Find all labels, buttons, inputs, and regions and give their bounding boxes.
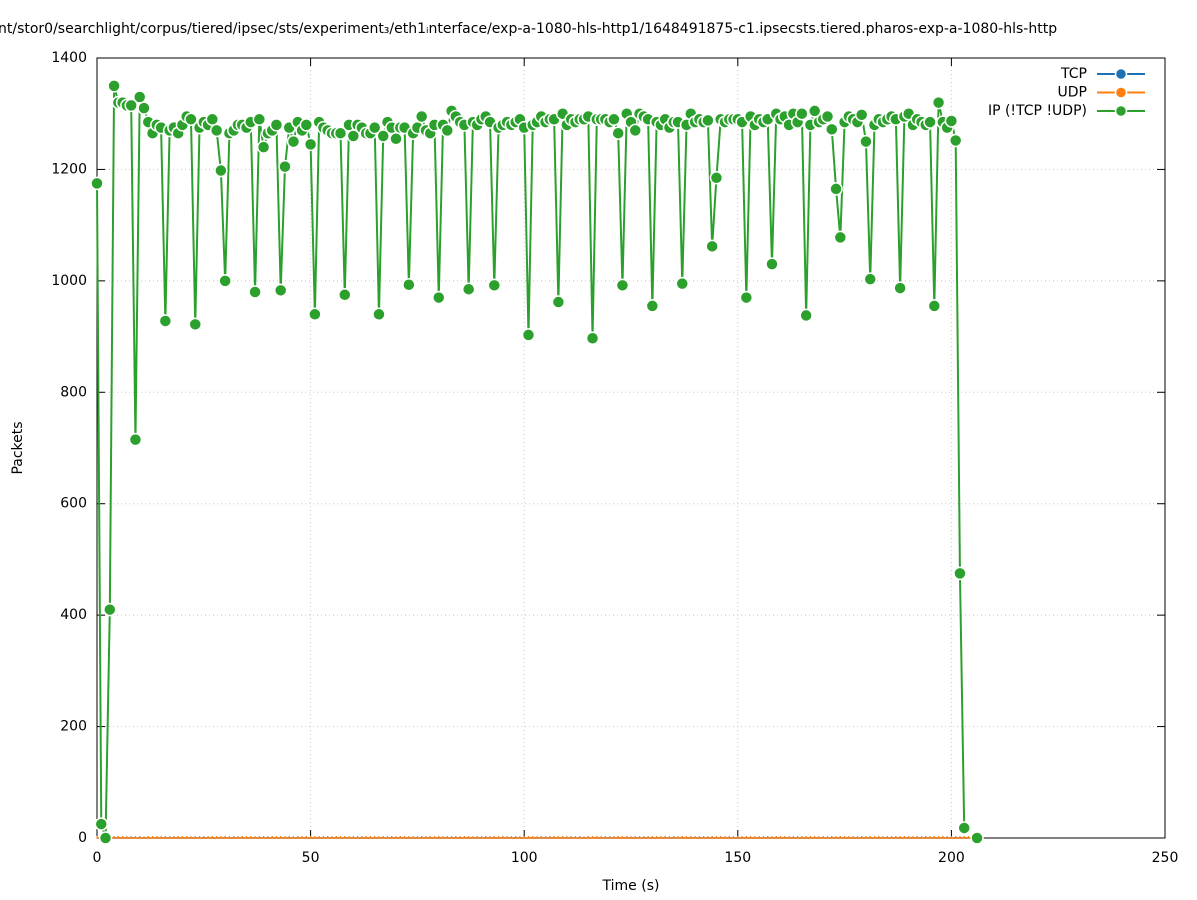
data-point	[137, 101, 151, 115]
data-point	[799, 308, 813, 323]
data-point	[389, 132, 403, 146]
data-point	[615, 278, 630, 293]
data-point	[299, 118, 314, 132]
data-point	[833, 230, 848, 245]
data-point	[376, 129, 390, 143]
y-tick-label: 1000	[51, 273, 87, 289]
data-point	[521, 328, 536, 342]
data-point	[286, 134, 301, 149]
chart-title: nt/stor0/searchlight/corpus/tiered/ipsec…	[0, 21, 1057, 37]
data-point	[414, 109, 429, 124]
data-point	[829, 182, 843, 196]
data-point	[820, 109, 835, 124]
data-point	[645, 299, 660, 313]
data-point	[214, 163, 228, 178]
x-tick-label: 150	[724, 850, 751, 866]
data-point	[944, 114, 959, 128]
data-point	[931, 95, 946, 110]
x-tick-label: 250	[1152, 850, 1179, 866]
data-point	[953, 566, 967, 581]
data-point	[675, 276, 690, 291]
y-tick-label: 400	[60, 607, 87, 623]
data-point	[705, 239, 719, 254]
data-point	[607, 112, 621, 127]
legend-swatch	[1114, 104, 1128, 118]
data-point	[303, 137, 318, 152]
data-point	[333, 126, 348, 140]
y-tick-label: 600	[60, 496, 87, 512]
data-point	[103, 602, 117, 617]
x-tick-label: 0	[93, 850, 102, 866]
data-point	[158, 314, 173, 328]
data-point	[90, 176, 104, 191]
data-point	[256, 140, 271, 154]
data-point	[893, 281, 907, 295]
data-point	[611, 126, 625, 140]
data-point	[372, 307, 386, 322]
data-point	[927, 299, 942, 313]
data-point	[402, 278, 416, 292]
data-point	[432, 290, 446, 305]
data-point	[957, 821, 971, 835]
data-point	[188, 317, 203, 332]
data-point	[765, 257, 779, 271]
data-point	[551, 295, 566, 309]
data-point	[367, 120, 382, 135]
data-point	[923, 115, 937, 129]
y-tick-label: 800	[60, 384, 87, 400]
data-point	[209, 123, 224, 138]
legend-swatch	[1114, 86, 1128, 99]
data-point	[585, 331, 600, 345]
data-point	[205, 112, 220, 127]
data-point	[218, 274, 232, 288]
data-point	[132, 90, 147, 104]
y-tick-label: 1200	[51, 161, 87, 177]
x-tick-label: 100	[511, 850, 538, 866]
x-axis-label: Time (s)	[602, 878, 660, 894]
data-point	[628, 123, 643, 138]
legend-label: TCP	[1060, 66, 1087, 82]
data-point	[859, 134, 873, 149]
y-tick-label: 1400	[51, 50, 87, 66]
series-line	[96, 85, 966, 839]
data-point	[970, 831, 984, 845]
data-point	[278, 159, 292, 174]
y-axis-label: Packets	[10, 421, 26, 474]
data-point	[273, 283, 288, 298]
data-point	[128, 432, 143, 447]
y-tick-label: 200	[60, 719, 87, 735]
data-point	[94, 817, 109, 831]
data-point	[248, 285, 262, 299]
data-point	[308, 307, 322, 322]
data-point	[825, 122, 839, 137]
data-point	[795, 106, 809, 121]
data-point	[709, 171, 724, 185]
x-tick-label: 50	[302, 850, 320, 866]
legend-label: IP (!TCP !UDP)	[988, 103, 1087, 119]
legend-swatch	[1114, 67, 1128, 81]
data-point	[124, 98, 138, 113]
data-point	[739, 290, 754, 305]
data-point	[269, 118, 284, 132]
x-tick-label: 200	[938, 850, 965, 866]
y-tick-label: 0	[78, 830, 87, 846]
data-point	[487, 278, 502, 293]
data-point	[701, 113, 715, 128]
data-point	[863, 272, 877, 286]
data-point	[948, 133, 963, 148]
data-point	[854, 108, 869, 122]
data-point	[184, 112, 198, 127]
data-point	[107, 79, 121, 93]
data-point	[461, 282, 476, 296]
legend-label: UDP	[1058, 85, 1087, 101]
data-point	[440, 123, 455, 138]
data-point	[98, 831, 113, 845]
data-point	[338, 288, 352, 302]
data-point	[252, 112, 267, 127]
